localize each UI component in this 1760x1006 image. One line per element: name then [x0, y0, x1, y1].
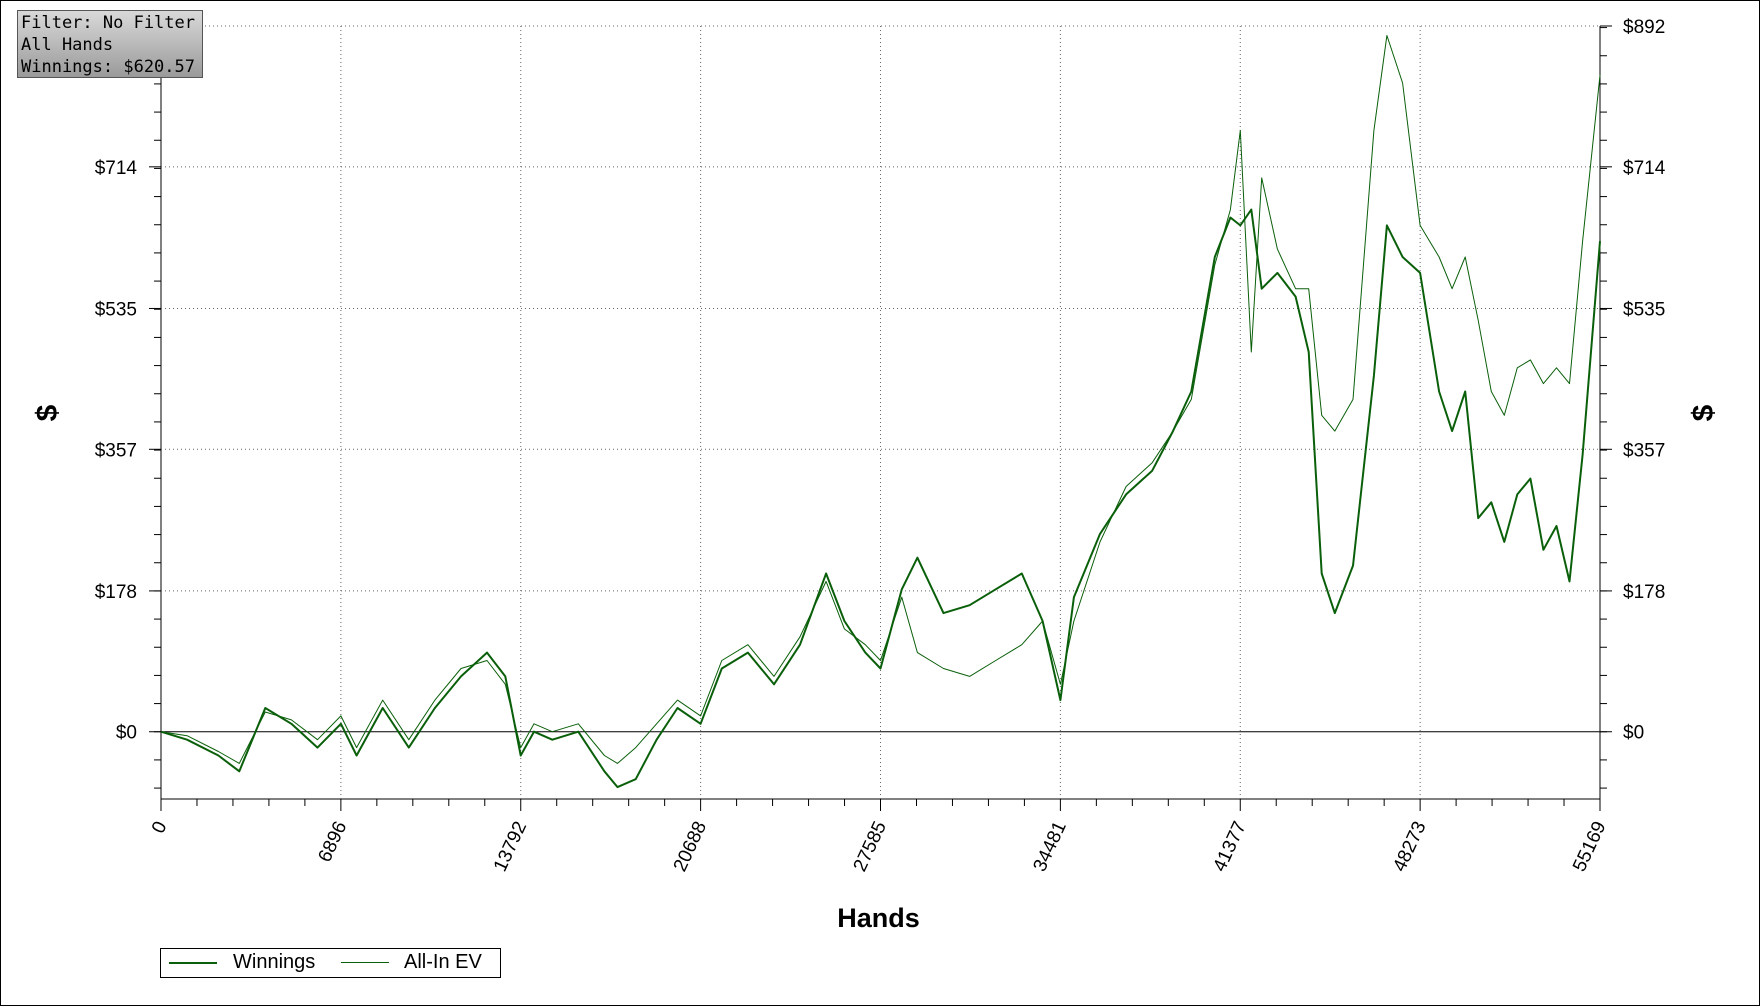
y-tick-label-right: $535	[1623, 299, 1665, 320]
x-tick-label: 13792	[490, 818, 531, 875]
y-tick-label-right: $714	[1623, 158, 1666, 179]
y-tick-label-left: $178	[95, 582, 137, 603]
x-tick-label: 55169	[1569, 818, 1610, 875]
filter-text: Filter: No Filter	[21, 13, 195, 33]
x-tick-label: 48273	[1389, 818, 1430, 875]
y-tick-label-left: $714	[95, 158, 138, 179]
y-tick-label-right: $178	[1623, 582, 1665, 603]
y-tick-label-right: $892	[1623, 17, 1665, 38]
y-tick-label-left: $357	[95, 440, 137, 461]
legend-label-winnings: Winnings	[233, 951, 316, 973]
legend-swatch-winnings	[169, 962, 217, 964]
legend-swatch-allin-ev	[341, 962, 389, 963]
x-axis-title: Hands	[837, 903, 920, 933]
x-tick-label: 0	[148, 818, 172, 836]
y-tick-label-left: $535	[95, 299, 137, 320]
series-line-winnings	[160, 208, 1601, 789]
y-tick-label-right: $0	[1623, 723, 1644, 744]
x-tick-label: 20688	[670, 818, 711, 875]
info-box: Filter: No Filter All Hands Winnings: $6…	[17, 10, 203, 78]
x-tick-label: 34481	[1030, 818, 1071, 875]
x-tick-label: 27585	[850, 818, 891, 875]
winnings-text: Winnings: $620.57	[21, 57, 195, 77]
y-axis-title-right: $	[1687, 404, 1720, 421]
x-tick-label: 41377	[1209, 818, 1250, 875]
y-axis-title-left: $	[31, 404, 64, 421]
x-tick-label: 6896	[315, 818, 352, 865]
y-tick-label-left: $0	[116, 723, 137, 744]
y-tick-label-right: $357	[1623, 440, 1665, 461]
hands-text: All Hands	[21, 35, 114, 55]
legend-label-allin-ev: All-In EV	[404, 951, 482, 973]
series-line-allin-ev	[160, 35, 1601, 764]
legend: Winnings All-In EV	[160, 948, 501, 978]
